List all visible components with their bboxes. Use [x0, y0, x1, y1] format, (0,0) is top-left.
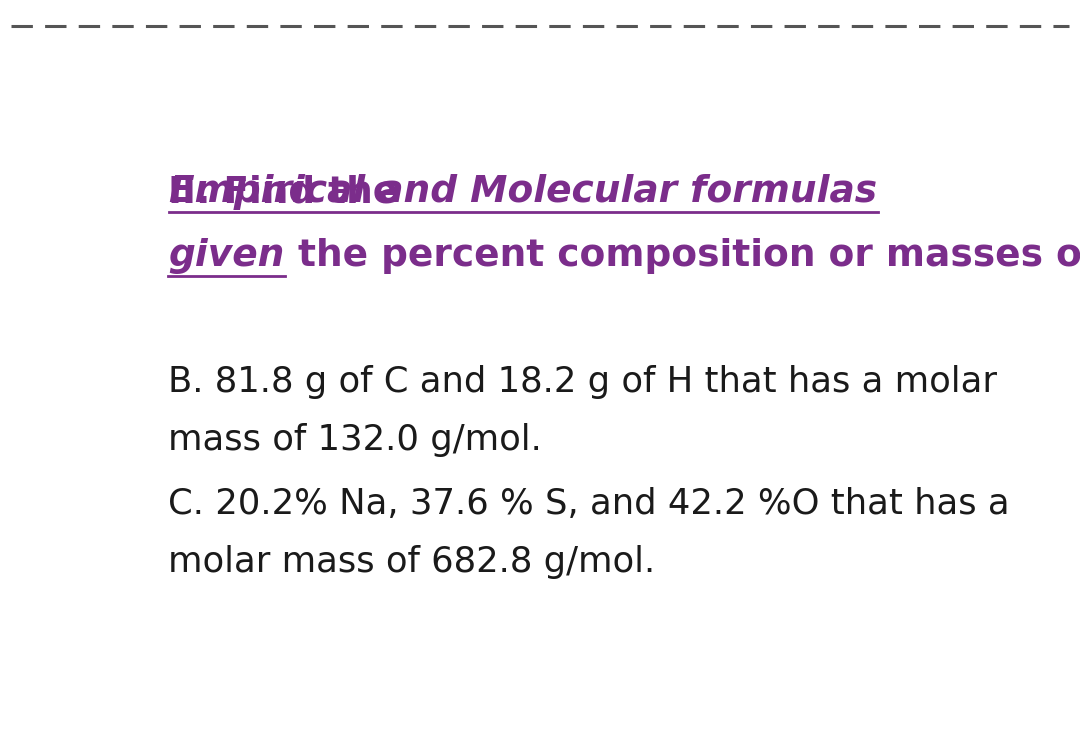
Text: molar mass of 682.8 g/mol.: molar mass of 682.8 g/mol. [168, 544, 656, 579]
Text: II. Find the: II. Find the [168, 174, 411, 211]
Text: B. 81.8 g of C and 18.2 g of H that has a molar: B. 81.8 g of C and 18.2 g of H that has … [168, 365, 998, 399]
Text: Empirical and Molecular formulas: Empirical and Molecular formulas [170, 174, 878, 211]
Text: the percent composition or masses of:: the percent composition or masses of: [285, 238, 1080, 274]
Text: C. 20.2% Na, 37.6 % S, and 42.2 %O that has a: C. 20.2% Na, 37.6 % S, and 42.2 %O that … [168, 487, 1010, 521]
Text: given: given [168, 238, 285, 274]
Text: mass of 132.0 g/mol.: mass of 132.0 g/mol. [168, 423, 542, 457]
